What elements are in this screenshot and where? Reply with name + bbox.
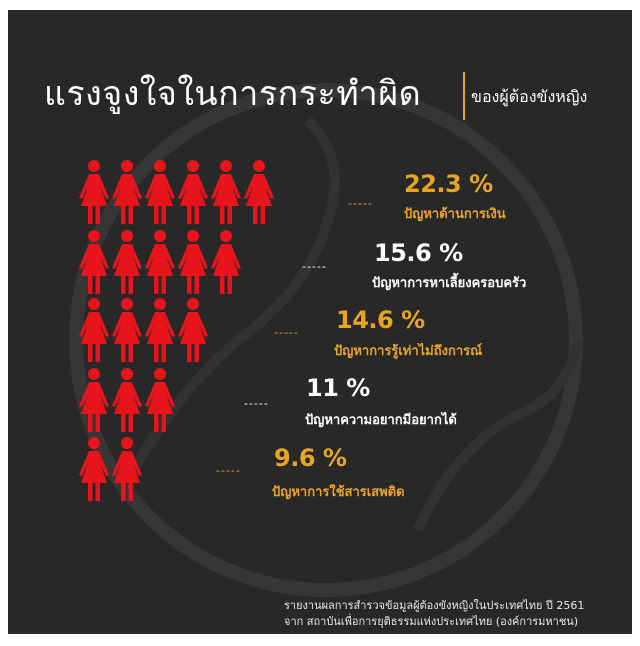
row-4-connector: ----- — [244, 397, 269, 410]
row-3-value: 14.6 % — [336, 306, 425, 334]
woman-figure-icon — [211, 160, 241, 224]
row-3-label: ปัญหาการรู้เท่าไม่ถึงการณ์ — [334, 344, 483, 359]
row-2-connector: ----- — [302, 260, 327, 273]
infographic-poster: แรงจูงใจในการกระทำผิด ของผู้ต้องขังหญิง … — [8, 10, 632, 634]
woman-figure-icon — [79, 437, 109, 501]
woman-figure-icon — [79, 368, 109, 432]
row-1-connector: ----- — [348, 197, 373, 210]
woman-figure-icon — [145, 230, 175, 294]
woman-figure-icon — [112, 160, 142, 224]
woman-figure-icon — [211, 230, 241, 294]
woman-figure-icon — [178, 230, 208, 294]
row-2-value: 15.6 % — [374, 239, 463, 267]
row-2-label: ปัญหาการหาเลี้ยงครอบครัว — [372, 276, 527, 291]
page-title: แรงจูงใจในการกระทำผิด — [44, 74, 422, 114]
row-5-label: ปัญหาการใช้สารเสพติด — [272, 485, 405, 500]
title-divider — [463, 72, 465, 120]
page-subtitle: ของผู้ต้องขังหญิง — [471, 87, 588, 106]
source-note: รายงานผลการสำรวจข้อมูลผู้ต้องขังหญิงในปร… — [284, 598, 584, 630]
row-1-label: ปัญหาด้านการเงิน — [404, 207, 506, 222]
woman-figure-icon — [79, 160, 109, 224]
woman-figure-icon — [79, 298, 109, 362]
woman-figure-icon — [145, 368, 175, 432]
woman-figure-icon — [112, 368, 142, 432]
globe-background-icon — [69, 83, 583, 597]
woman-figure-icon — [79, 230, 109, 294]
pictograph-icons — [79, 160, 274, 501]
row-1-value: 22.3 % — [404, 170, 493, 198]
woman-figure-icon — [112, 298, 142, 362]
row-4-label: ปัญหาความอยากมีอยากได้ — [305, 413, 457, 428]
woman-figure-icon — [244, 160, 274, 224]
row-5-connector: ----- — [216, 464, 241, 477]
woman-figure-icon — [145, 298, 175, 362]
source-line-1: รายงานผลการสำรวจข้อมูลผู้ต้องขังหญิงในปร… — [284, 599, 585, 612]
woman-figure-icon — [178, 160, 208, 224]
woman-figure-icon — [145, 160, 175, 224]
row-5-value: 9.6 % — [274, 444, 347, 472]
row-3-connector: ----- — [274, 326, 299, 339]
source-line-2: จาก สถาบันเพื่อการยุติธรรมแห่งประเทศไทย … — [284, 615, 579, 628]
woman-figure-icon — [112, 230, 142, 294]
row-4-value: 11 % — [306, 374, 370, 402]
woman-figure-icon — [112, 437, 142, 501]
woman-figure-icon — [178, 298, 208, 362]
